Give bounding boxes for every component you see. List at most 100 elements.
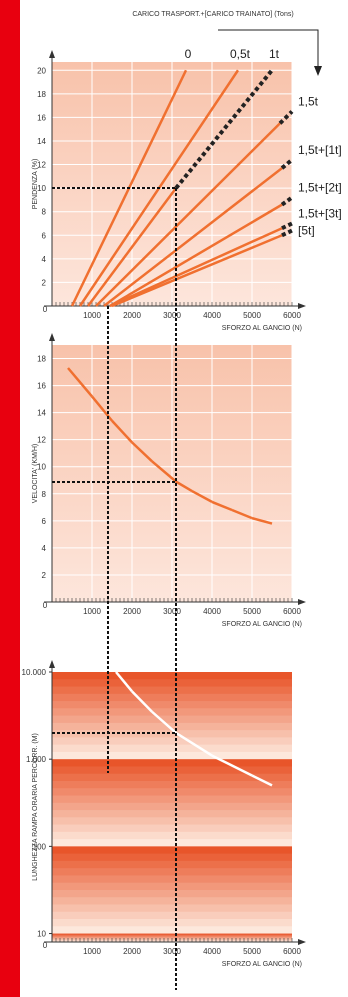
series-line — [151, 710, 177, 734]
series-label: 1t — [269, 47, 280, 61]
x-axis-label: SFORZO AL GANCIO (N) — [222, 325, 302, 332]
series-line — [115, 671, 133, 693]
y-tick-label: 10 — [37, 463, 46, 472]
y-tick-label: 12 — [37, 436, 46, 445]
band-stripe — [52, 875, 292, 884]
x-tick-label: 2000 — [123, 947, 141, 956]
x-tick-label: 0 — [43, 305, 48, 314]
band-stripe — [52, 926, 292, 935]
x-tick-label: 5000 — [243, 607, 261, 616]
title-bracket — [218, 29, 319, 72]
y-tick-label: 10 — [37, 184, 46, 193]
series-line — [86, 187, 178, 307]
series-line — [103, 167, 283, 307]
series-line — [211, 754, 253, 777]
x-axis-label: SFORZO AL GANCIO (N) — [222, 961, 302, 968]
band-stripe — [52, 810, 292, 818]
band-stripe — [52, 934, 292, 936]
band-stripe — [52, 715, 292, 724]
series-line — [95, 122, 281, 307]
band-stripe — [52, 701, 292, 709]
series-line — [111, 234, 283, 308]
series-line — [231, 508, 253, 520]
series-line — [109, 203, 283, 308]
x-tick-label: 6000 — [283, 311, 301, 320]
y-tick-label: 8 — [42, 490, 47, 499]
band-stripe — [52, 935, 292, 937]
y-tick-label: 14 — [37, 137, 46, 146]
band-stripe — [52, 708, 292, 717]
series-line — [175, 731, 213, 757]
band-stripe — [52, 919, 292, 927]
x-tick-label: 5000 — [243, 311, 261, 320]
x-tick-label: 2000 — [123, 607, 141, 616]
band-stripe — [52, 904, 292, 913]
y-tick-label: 12 — [37, 161, 46, 170]
band-stripe — [52, 936, 292, 938]
band-stripe — [52, 780, 292, 789]
x-tick-label: 0 — [43, 941, 48, 950]
chart-title: CARICO TRASPORT.+[CARICO TRAINATO] (Tons… — [132, 11, 293, 18]
series-label: 1,5t+[2t] — [298, 181, 342, 195]
y-tick-label: 16 — [37, 382, 46, 391]
series-line — [151, 460, 177, 483]
band-stripe — [52, 846, 292, 855]
y-tick-label: 6 — [42, 231, 47, 240]
y-tick-label: 18 — [37, 355, 46, 364]
y-tick-label: 14 — [37, 409, 46, 418]
band-stripe — [52, 737, 292, 746]
band-stripe — [52, 679, 292, 688]
y-tick-label: 2 — [42, 571, 47, 580]
y-tick-label: 1.000 — [26, 755, 47, 764]
band-stripe — [52, 686, 292, 695]
band-stripe — [52, 934, 292, 937]
x-tick-label: 1000 — [83, 607, 101, 616]
y-axis-label: VELOCITA' (KM/H) — [32, 444, 39, 504]
band-stripe — [52, 722, 292, 731]
x-tick-label: 5000 — [243, 947, 261, 956]
x-tick-label: 1000 — [83, 311, 101, 320]
series-label: 1,5t+[1t] — [298, 143, 342, 157]
y-tick-label: 2 — [42, 278, 47, 287]
x-tick-label: 6000 — [283, 607, 301, 616]
x-axis-label: SFORZO AL GANCIO (N) — [222, 621, 302, 628]
y-tick-label: 4 — [42, 544, 47, 553]
band-stripe — [52, 802, 292, 811]
y-tick-label: 8 — [42, 208, 47, 217]
series-line — [191, 489, 213, 504]
series-line — [109, 227, 283, 308]
band-stripe — [52, 860, 292, 869]
band-stripe — [52, 937, 292, 939]
x-tick-label: 4000 — [203, 947, 221, 956]
band-stripe — [52, 759, 292, 767]
band-stripe — [52, 751, 292, 760]
band-stripe — [52, 831, 292, 840]
x-tick-label: 6000 — [283, 947, 301, 956]
y-axis-label: PENDENZA (%) — [32, 159, 39, 210]
band-stripe — [52, 795, 292, 804]
y-tick-label: 6 — [42, 517, 47, 526]
x-axis-arrow — [298, 303, 306, 309]
band-stripe — [52, 788, 292, 797]
series-line — [174, 68, 274, 190]
guide-lines — [52, 187, 177, 990]
series-line — [251, 774, 273, 787]
y-tick-label: 10 — [37, 930, 46, 939]
series-line — [281, 221, 293, 231]
y-tick-label: 20 — [37, 66, 46, 75]
x-tick-label: 2000 — [123, 311, 141, 320]
series-label: 0,5t — [230, 47, 251, 61]
series-label: 0 — [185, 47, 192, 61]
band-stripe — [52, 839, 292, 847]
x-axis-arrow — [298, 939, 306, 945]
series-line — [278, 110, 294, 125]
y-tick-label: 18 — [37, 90, 46, 99]
x-tick-label: 3000 — [163, 607, 181, 616]
band-stripe — [52, 817, 292, 826]
y-axis-arrow — [49, 50, 55, 58]
band-stripe — [52, 824, 292, 833]
x-tick-label: 1000 — [83, 947, 101, 956]
band-stripe — [52, 911, 292, 920]
series-label: 1,5t — [298, 95, 319, 109]
